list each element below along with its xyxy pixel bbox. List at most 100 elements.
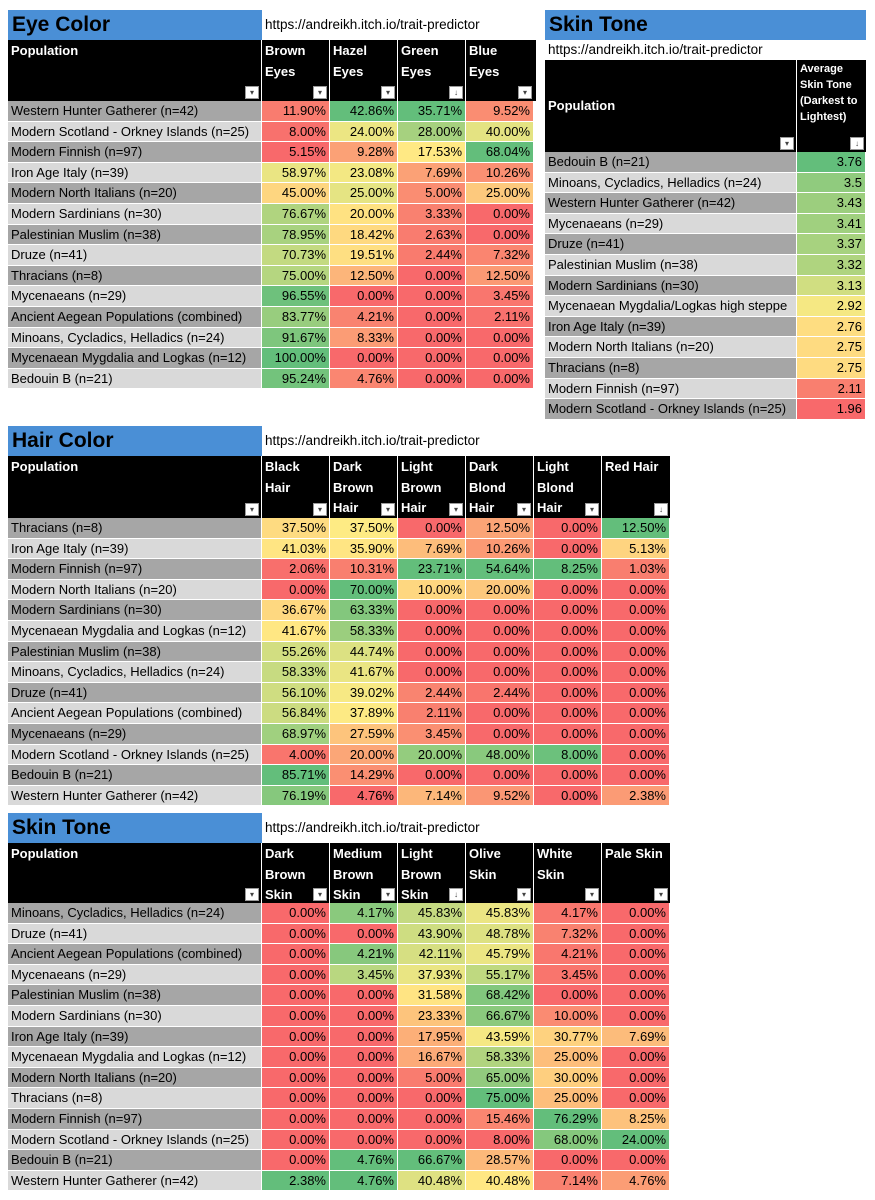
value-cell: 12.50%: [602, 518, 670, 539]
value-cell: 2.11%: [398, 703, 466, 724]
skin-average-body: Bedouin B (n=21) 3.76 Minoans, Cycladics, …: [545, 152, 866, 420]
header-average-skin-tone-darkest-to-lightest: Average Skin Tone (Darkest to Lightest) ↓: [797, 60, 866, 152]
population-label: Thracians (n=8): [8, 518, 262, 539]
value-cell: 7.14%: [398, 785, 466, 807]
value-cell: 2.06%: [262, 559, 330, 580]
skin-tone-table: Skin Tone https://andreikh.itch.io/trait…: [8, 813, 670, 1192]
value-cell: 2.44%: [398, 245, 466, 266]
header-hazel-eyes: Hazel Eyes ▾: [330, 40, 398, 101]
value-cell: 0.00%: [602, 765, 670, 786]
value-cell: 76.19%: [262, 785, 330, 807]
filter-dropdown-icon[interactable]: ▾: [381, 86, 395, 99]
value-cell: 0.00%: [262, 1047, 330, 1068]
value-cell: 0.00%: [262, 1088, 330, 1109]
filter-dropdown-icon[interactable]: ▾: [780, 137, 794, 150]
value-cell: 3.43: [797, 193, 866, 214]
value-cell: 0.00%: [602, 579, 670, 601]
sort-filter-icon[interactable]: ↓: [449, 888, 463, 901]
value-cell: 0.00%: [330, 1088, 398, 1109]
filter-dropdown-icon[interactable]: ▾: [245, 503, 259, 516]
value-cell: 76.29%: [534, 1108, 602, 1130]
value-cell: 24.00%: [330, 121, 398, 143]
value-cell: 0.00%: [262, 985, 330, 1006]
value-cell: 19.51%: [330, 245, 398, 266]
value-cell: 0.00%: [534, 723, 602, 745]
filter-dropdown-icon[interactable]: ▾: [518, 86, 532, 99]
filter-dropdown-icon[interactable]: ▾: [313, 888, 327, 901]
value-cell: 10.26%: [466, 162, 534, 184]
filter-dropdown-icon[interactable]: ▾: [313, 86, 327, 99]
value-cell: 4.76%: [330, 785, 398, 807]
value-cell: 25.00%: [534, 1088, 602, 1109]
value-cell: 43.59%: [466, 1026, 534, 1048]
filter-dropdown-icon[interactable]: ▾: [449, 503, 463, 516]
skin-average-url[interactable]: https://andreikh.itch.io/trait-predictor: [548, 42, 763, 57]
filter-dropdown-icon[interactable]: ▾: [381, 888, 395, 901]
table-row: Modern Finnish (n=97) 2.11: [545, 378, 866, 400]
filter-dropdown-icon[interactable]: ▾: [245, 888, 259, 901]
table-row: Iron Age Italy (n=39) 2.76: [545, 316, 866, 338]
filter-dropdown-icon[interactable]: ▾: [585, 503, 599, 516]
header-dark-brown-skin: Dark Brown Skin ▾: [262, 843, 330, 903]
value-cell: 2.38%: [262, 1170, 330, 1192]
population-label: Minoans, Cycladics, Helladics (n=24): [8, 903, 262, 924]
table-row: Modern Sardinians (n=30) 0.00% 0.00% 23.33%…: [8, 1005, 670, 1027]
population-label: Ancient Aegean Populations (combined): [8, 944, 262, 965]
value-cell: 75.00%: [466, 1088, 534, 1109]
header-dark-blond-hair: Dark Blond Hair ▾: [466, 456, 534, 518]
eye-color-url[interactable]: https://andreikh.itch.io/trait-predictor: [265, 17, 480, 32]
value-cell: 30.77%: [534, 1026, 602, 1048]
table-row: Modern Sardinians (n=30) 76.67% 20.00% 3.33…: [8, 203, 536, 225]
value-cell: 4.76%: [602, 1170, 670, 1192]
filter-dropdown-icon[interactable]: ▾: [585, 888, 599, 901]
header-blue-eyes: Blue Eyes ▾: [466, 40, 534, 101]
skin-tone-body: Minoans, Cycladics, Helladics (n=24) 0.00…: [8, 903, 670, 1192]
value-cell: 0.00%: [534, 703, 602, 724]
table-row: Modern North Italians (n=20) 0.00% 0.00% 5.…: [8, 1067, 670, 1089]
skin-tone-url[interactable]: https://andreikh.itch.io/trait-predictor: [265, 820, 480, 835]
hair-color-url[interactable]: https://andreikh.itch.io/trait-predictor: [265, 433, 480, 448]
value-cell: 17.95%: [398, 1026, 466, 1048]
population-label: Mycenaeans (n=29): [8, 286, 262, 307]
value-cell: 91.67%: [262, 327, 330, 349]
filter-dropdown-icon[interactable]: ▾: [381, 503, 395, 516]
filter-dropdown-icon[interactable]: ▾: [517, 888, 531, 901]
table-row: Mycenaeans (n=29) 68.97% 27.59% 3.45% 0.00% 0…: [8, 723, 670, 745]
eye-color-body: Western Hunter Gatherer (n=42) 11.90% 42.8…: [8, 101, 536, 390]
sort-filter-icon[interactable]: ↓: [654, 503, 668, 516]
table-row: Druze (n=41) 0.00% 0.00% 43.90% 48.78% 7.32% 0…: [8, 923, 670, 945]
value-cell: 0.00%: [534, 600, 602, 621]
filter-dropdown-icon[interactable]: ▾: [245, 86, 259, 99]
table-row: Modern Finnish (n=97) 2.06% 10.31% 23.71% 54…: [8, 559, 670, 580]
value-cell: 0.00%: [398, 1129, 466, 1151]
value-cell: 3.33%: [398, 203, 466, 225]
filter-dropdown-icon[interactable]: ▾: [517, 503, 531, 516]
table-row: Iron Age Italy (n=39) 41.03% 35.90% 7.69% 10…: [8, 538, 670, 560]
value-cell: 7.32%: [534, 923, 602, 945]
value-cell: 37.89%: [330, 703, 398, 724]
value-cell: 0.00%: [466, 203, 534, 225]
value-cell: 0.00%: [330, 1067, 398, 1089]
value-cell: 0.00%: [466, 765, 534, 786]
table-row: Palestinian Muslim (n=38) 55.26% 44.74% 0.0…: [8, 641, 670, 663]
value-cell: 2.38%: [602, 785, 670, 807]
table-row: Ancient Aegean Populations (combined) 0.0…: [8, 944, 670, 965]
value-cell: 8.00%: [534, 744, 602, 766]
hair-color-table: Hair Color https://andreikh.itch.io/trai…: [8, 426, 670, 807]
value-cell: 41.03%: [262, 538, 330, 560]
value-cell: 0.00%: [602, 723, 670, 745]
filter-dropdown-icon[interactable]: ▾: [313, 503, 327, 516]
value-cell: 7.69%: [398, 162, 466, 184]
value-cell: 27.59%: [330, 723, 398, 745]
table-row: Mycenaean Mygdalia and Logkas (n=12) 100.…: [8, 348, 536, 369]
value-cell: 83.77%: [262, 306, 330, 328]
sort-filter-icon[interactable]: ↓: [449, 86, 463, 99]
population-label: Western Hunter Gatherer (n=42): [8, 101, 262, 122]
sort-filter-icon[interactable]: ↓: [850, 137, 864, 150]
header-light-blond-hair: Light Blond Hair ▾: [534, 456, 602, 518]
filter-dropdown-icon[interactable]: ▾: [654, 888, 668, 901]
value-cell: 42.86%: [330, 101, 398, 122]
value-cell: 20.00%: [330, 203, 398, 225]
population-label: Mycenaeans (n=29): [8, 723, 262, 745]
value-cell: 7.69%: [398, 538, 466, 560]
